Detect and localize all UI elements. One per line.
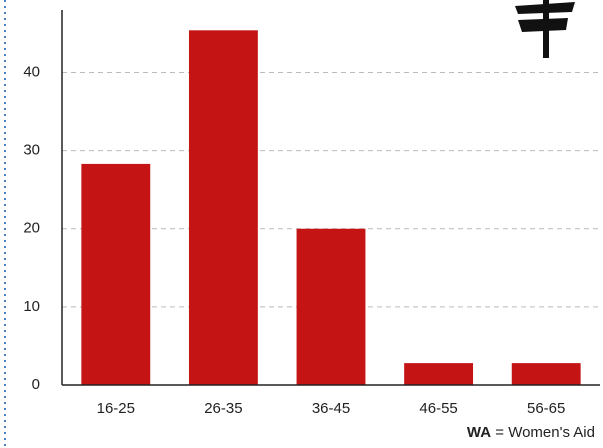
x-tick-label: 36-45 <box>312 400 350 417</box>
y-tick-label: 30 <box>23 142 40 159</box>
y-tick-label: 40 <box>23 63 40 80</box>
bar <box>81 163 151 385</box>
bar <box>404 363 474 385</box>
x-tick-label: 56-65 <box>527 400 565 417</box>
bar <box>296 228 366 385</box>
signpost-icon <box>515 0 575 58</box>
x-tick-label: 26-35 <box>204 400 242 417</box>
y-tick-label: 10 <box>23 298 40 315</box>
bar <box>511 363 581 385</box>
x-tick-label: 16-25 <box>97 400 135 417</box>
x-tick-label: 46-55 <box>419 400 457 417</box>
y-tick-label: 0 <box>32 376 40 393</box>
footnote: WA = Women's Aid <box>467 424 595 441</box>
y-tick-label: 20 <box>23 220 40 237</box>
bar <box>188 30 258 385</box>
footnote-text: = Women's Aid <box>495 424 595 441</box>
footnote-abbr: WA <box>467 424 491 441</box>
